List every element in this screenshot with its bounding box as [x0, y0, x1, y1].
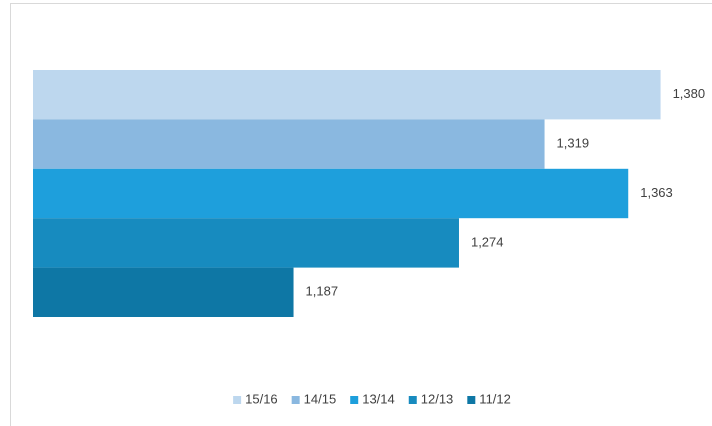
legend-label: 14/15: [304, 391, 337, 406]
data-label: 1,187: [306, 284, 339, 299]
bar: [33, 168, 629, 219]
legend-swatch: [408, 396, 417, 404]
legend-label: 15/16: [245, 391, 278, 406]
data-label: 1,319: [557, 136, 590, 151]
legend-swatch: [350, 396, 359, 404]
bar: [33, 218, 459, 268]
legend-label: 11/12: [479, 391, 511, 406]
bar: [33, 267, 294, 317]
data-label: 1,274: [471, 234, 504, 249]
bar: [33, 70, 661, 120]
chart-frame: [10, 3, 712, 426]
legend: 15/16 14/15 13/14 12/13 11/12: [233, 391, 511, 406]
legend-swatch: [467, 396, 476, 404]
legend-swatch: [233, 396, 242, 404]
legend-swatch: [291, 396, 300, 404]
legend-label: 12/13: [421, 391, 454, 406]
legend-label: 13/14: [362, 391, 395, 406]
data-label: 1,380: [673, 86, 706, 101]
bar: [33, 119, 545, 169]
data-label: 1,363: [640, 185, 673, 200]
